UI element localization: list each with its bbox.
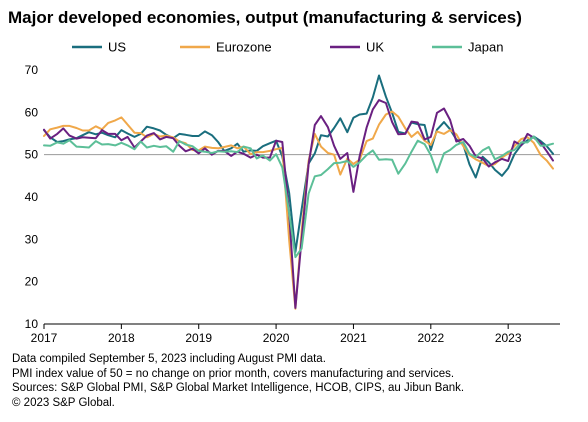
y-tick-label-60: 60 — [25, 105, 39, 119]
x-tick-label-2020: 2020 — [263, 331, 290, 345]
x-axis: 2017 2018 2019 2020 2021 2022 2023 — [31, 323, 560, 345]
chart-title: Major developed economies, output (manuf… — [8, 8, 522, 27]
y-tick-label-70: 70 — [25, 63, 39, 77]
footnote-data-compiled: Data compiled September 5, 2023 includin… — [12, 353, 326, 365]
legend-label-uk: UK — [366, 40, 384, 55]
y-axis: 10 20 30 40 50 60 70 — [25, 63, 560, 331]
y-tick-label-10: 10 — [25, 317, 39, 331]
x-tick-label-2017: 2017 — [31, 331, 58, 345]
series-line-japan — [43, 135, 554, 259]
x-tick-label-2023: 2023 — [495, 331, 522, 345]
legend-label-japan: Japan — [468, 40, 503, 55]
footnotes: Data compiled September 5, 2023 includin… — [12, 352, 464, 410]
legend-label-eurozone: Eurozone — [216, 40, 272, 55]
x-tick-label-2018: 2018 — [108, 331, 135, 345]
legend-label-us: US — [108, 40, 126, 55]
x-tick-label-2021: 2021 — [340, 331, 367, 345]
y-tick-label-40: 40 — [25, 190, 39, 204]
y-tick-label-50: 50 — [25, 148, 39, 162]
footnote-copyright: © 2023 S&P Global. — [12, 396, 115, 409]
legend: US Eurozone UK Japan — [72, 40, 503, 55]
x-tick-label-2019: 2019 — [185, 331, 212, 345]
footnote-pmi-definition: PMI index value of 50 = no change on pri… — [12, 367, 455, 380]
series-line-uk — [43, 99, 554, 309]
series-lines — [43, 74, 554, 310]
y-tick-label-20: 20 — [25, 275, 39, 289]
y-tick-label-30: 30 — [25, 232, 39, 246]
footnote-sources: Sources: S&P Global PMI, S&P Global Mark… — [12, 382, 465, 394]
x-tick-label-2022: 2022 — [417, 331, 444, 345]
series-line-us — [43, 74, 554, 253]
